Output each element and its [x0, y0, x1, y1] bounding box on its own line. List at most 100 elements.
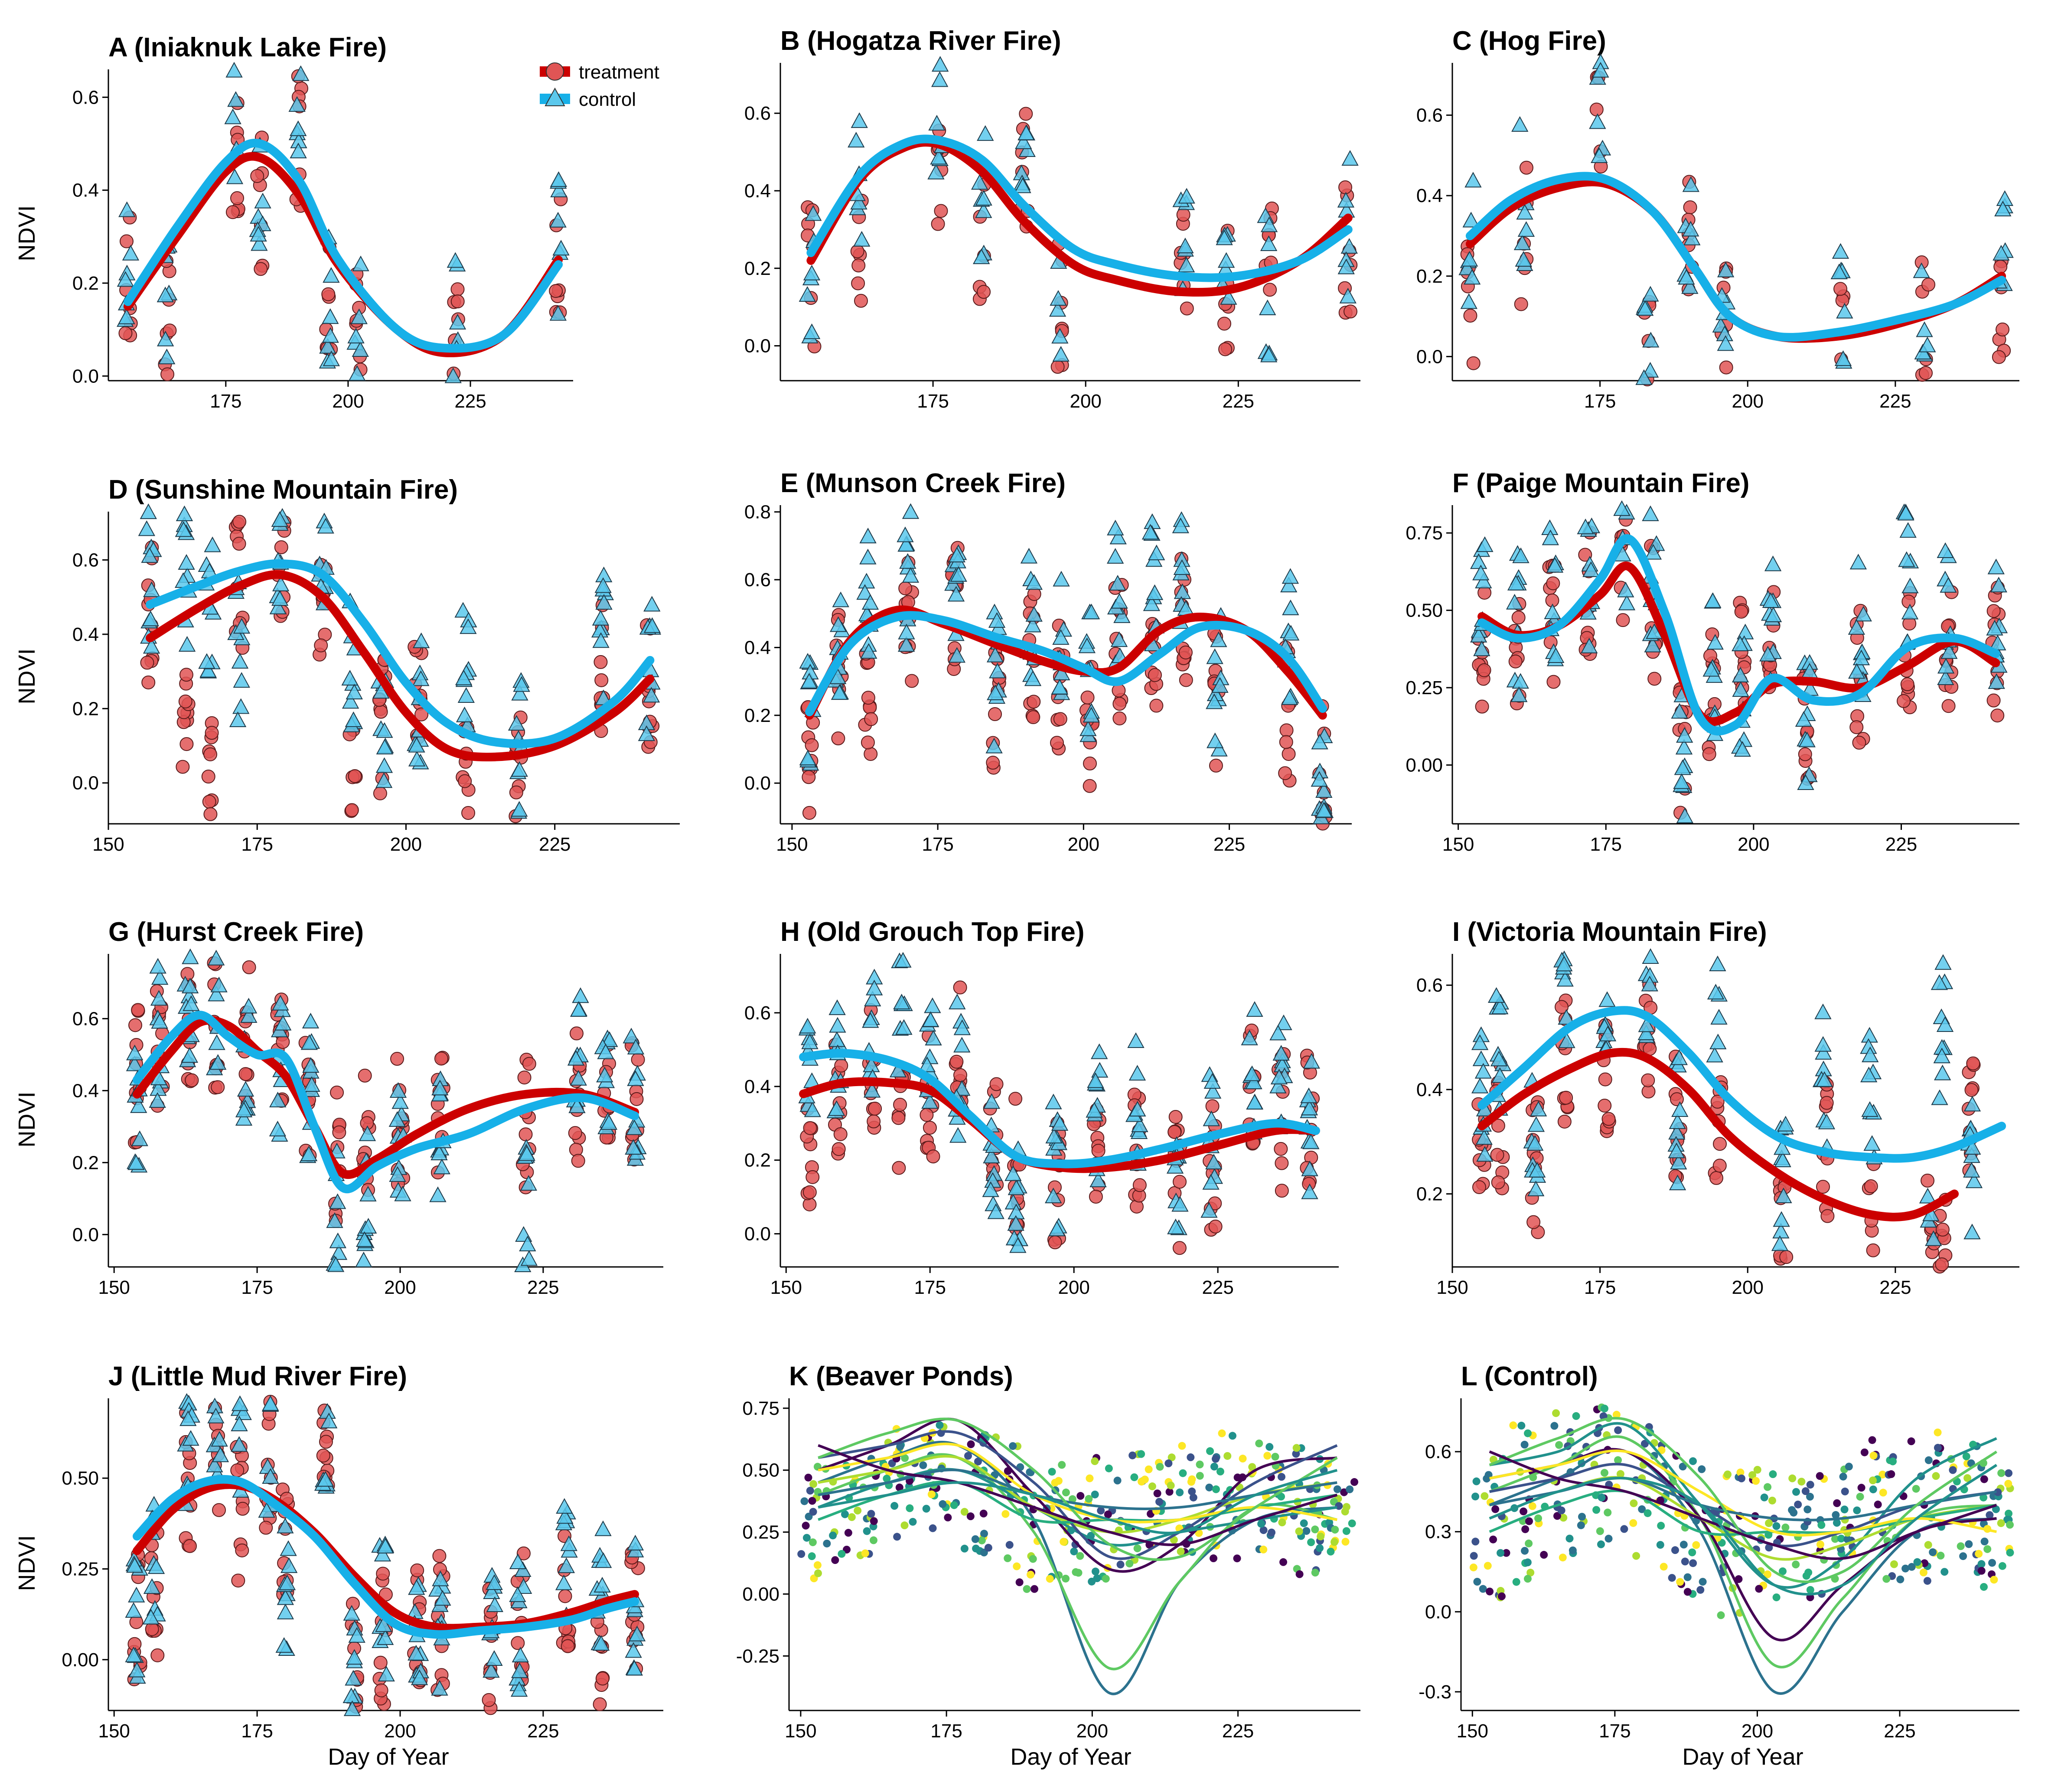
- site-point: [1316, 1544, 1324, 1552]
- x-tick-label-K-200: 200: [1076, 1720, 1108, 1742]
- treatment-point: [631, 1052, 645, 1067]
- control-point: [429, 1186, 447, 1202]
- site-point: [1760, 1493, 1768, 1501]
- treatment-point: [1050, 360, 1065, 374]
- site-point: [1983, 1545, 1992, 1553]
- treatment-point: [150, 1648, 165, 1662]
- site-curve-L: [1489, 1449, 1997, 1537]
- panel-G: G (Hurst Creek Fire) 150 175 200 225 0.0 0.2 0.…: [72, 917, 663, 1298]
- control-smooth-line-C: [1465, 172, 2006, 342]
- treatment-point: [988, 707, 1002, 721]
- site-point: [1689, 1559, 1697, 1567]
- site-point: [1277, 1492, 1285, 1501]
- x-tick-label-J-225: 225: [527, 1720, 559, 1742]
- treatment-point: [864, 712, 878, 726]
- treatment-point: [1491, 1119, 1505, 1133]
- legend-treatment-control: treatment control: [540, 62, 659, 110]
- control-point: [1764, 555, 1782, 571]
- treatment-point: [905, 674, 919, 688]
- site-point: [1074, 1569, 1083, 1577]
- ylabel-row-3: NDVI: [14, 1091, 40, 1147]
- control-point: [597, 1043, 614, 1059]
- treatment-point: [926, 1149, 940, 1164]
- treatment-point: [1511, 610, 1526, 625]
- site-point: [944, 1513, 952, 1521]
- control-point: [1024, 670, 1042, 686]
- site-point: [1592, 1506, 1601, 1514]
- control-point: [143, 581, 160, 597]
- site-point: [1523, 1558, 1532, 1567]
- site-point: [1792, 1560, 1800, 1569]
- site-point: [939, 1500, 947, 1508]
- treatment-point: [806, 1170, 820, 1184]
- control-point: [1852, 650, 1870, 666]
- control-point: [1682, 221, 1699, 237]
- control-point: [486, 1574, 503, 1590]
- control-point: [251, 235, 268, 251]
- site-point: [1248, 1463, 1256, 1471]
- control-point: [182, 1430, 199, 1446]
- treatment-point: [374, 705, 388, 719]
- control-point: [1211, 677, 1229, 693]
- control-point: [486, 1596, 503, 1612]
- control-point: [1475, 572, 1492, 588]
- treatment-point: [345, 803, 359, 817]
- site-point: [1521, 1547, 1529, 1555]
- control-point: [626, 1119, 643, 1135]
- treatment-point: [274, 540, 288, 555]
- control-point: [1051, 328, 1069, 344]
- control-point: [143, 638, 160, 654]
- treatment-point: [1546, 576, 1560, 591]
- control-point: [594, 1577, 611, 1593]
- control-point: [1963, 1224, 1981, 1240]
- site-point: [1688, 1548, 1696, 1557]
- panel-title-A: A (Iniaknuk Lake Fire): [108, 33, 387, 62]
- control-point: [508, 715, 525, 731]
- site-point: [1868, 1436, 1876, 1444]
- control-point: [1592, 62, 1609, 78]
- x-tick-label-I-225: 225: [1879, 1277, 1911, 1298]
- control-point: [627, 1038, 645, 1054]
- y-tick-label-A-0.2: 0.2: [72, 273, 99, 294]
- site-point: [1278, 1518, 1286, 1527]
- treatment-point: [1278, 766, 1292, 780]
- control-point: [348, 365, 366, 381]
- control-point: [1642, 948, 1659, 964]
- treatment-point: [1080, 690, 1095, 705]
- treatment-point: [1112, 697, 1127, 711]
- control-point: [851, 112, 868, 128]
- control-point: [570, 1070, 587, 1086]
- control-point: [1777, 1116, 1794, 1132]
- site-point: [1644, 1509, 1652, 1517]
- site-point: [909, 1518, 917, 1526]
- control-point: [928, 114, 946, 131]
- control-points-C: [1458, 53, 2014, 385]
- control-point: [897, 636, 915, 652]
- y-tick-label-E-0.0: 0.0: [744, 773, 771, 794]
- site-point: [2005, 1509, 2013, 1518]
- control-point: [594, 577, 612, 593]
- site-point: [1076, 1492, 1085, 1500]
- control-point: [1861, 1027, 1878, 1043]
- control-point: [638, 725, 655, 741]
- site-point: [1632, 1552, 1640, 1560]
- control-point: [1171, 1196, 1189, 1212]
- control-point: [1814, 1036, 1832, 1052]
- site-point: [1091, 1490, 1099, 1498]
- treatment-point: [1820, 1096, 1834, 1110]
- control-point: [1052, 346, 1070, 362]
- control-point: [1511, 116, 1529, 132]
- site-point: [1212, 1455, 1220, 1463]
- y-tick-label-H-0.0: 0.0: [744, 1224, 771, 1245]
- control-point: [1009, 1237, 1027, 1253]
- treatment-point: [1964, 1083, 1979, 1097]
- treatment-point: [1179, 673, 1193, 687]
- control-point: [231, 1395, 249, 1411]
- site-point: [1616, 1470, 1624, 1478]
- control-point: [828, 999, 846, 1015]
- control-point: [1243, 1065, 1261, 1081]
- control-point: [323, 350, 340, 366]
- treatment-point: [1178, 645, 1193, 659]
- control-point: [329, 1232, 346, 1248]
